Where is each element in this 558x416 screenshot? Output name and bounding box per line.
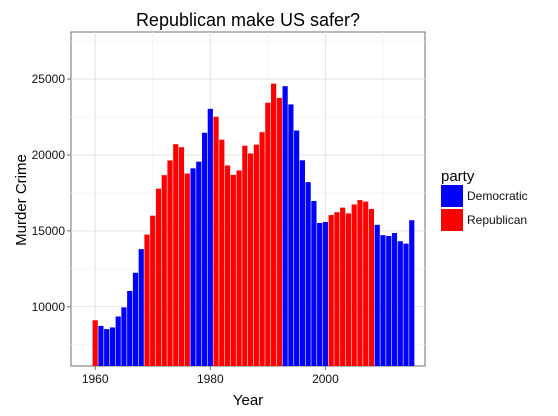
bar-1967 [132,272,139,366]
bar-1988 [253,144,259,366]
bar-2011 [386,236,392,366]
legend-swatch-republican [441,209,463,231]
y-axis-title: Murder Crime [13,154,30,246]
bar-1997 [305,182,311,366]
bar-1976 [184,173,190,366]
legend-label-democratic: Democratic [467,189,528,203]
bar-1971 [155,188,162,366]
bar-2005 [351,204,357,366]
bar-2006 [357,200,363,366]
bar-1986 [242,145,248,366]
bar-1974 [173,144,179,366]
bar-2003 [340,207,346,366]
bar-1990 [265,102,271,366]
bar-1973 [167,160,173,366]
bar-2009 [374,224,380,366]
bar-1995 [294,130,300,366]
bar-1989 [259,132,265,366]
bar-1975 [178,147,185,366]
y-tick-label: 10000 [32,300,66,314]
bar-1969 [144,234,150,366]
chart-title: Republican make US safer? [136,10,360,30]
bar-2004 [345,213,352,366]
x-axis-title: Year [233,392,263,409]
bar-2001 [328,215,334,366]
x-tick-label: 1980 [197,372,224,386]
bar-1960 [92,320,98,366]
x-tick-label: 2000 [312,372,339,386]
bar-1981 [213,116,219,367]
legend-swatch-democratic [441,185,463,207]
legend-label-republican: Republican [467,213,527,227]
bar-1994 [288,104,294,367]
bar-2010 [380,235,386,366]
bar-1961 [98,325,104,366]
bar-1984 [230,174,236,366]
bar-2013 [397,241,403,366]
bar-1977 [190,168,196,366]
bar-2000 [322,221,329,366]
y-axis-ticks: 10000 15000 20000 25000 [32,72,71,314]
bar-1993 [282,86,288,366]
bar-1966 [127,291,133,366]
bar-1964 [115,316,121,366]
bar-1987 [248,153,254,366]
bar-1991 [271,83,277,367]
bar-1985 [236,170,242,366]
bar-1980 [207,108,213,366]
bar-2014 [403,243,409,366]
bar-2007 [363,201,369,366]
x-tick-label: 1960 [82,372,109,386]
legend: party Democratic Republican [441,168,528,231]
bar-1963 [109,327,116,366]
y-tick-label: 20000 [32,148,66,162]
bar-2002 [334,212,340,366]
bar-1998 [311,200,317,366]
y-tick-label: 25000 [32,72,66,86]
bar-1979 [201,132,208,366]
y-tick-label: 15000 [32,224,66,238]
bar-1962 [104,329,110,366]
bar-1996 [299,160,305,366]
legend-title: party [441,168,475,185]
bar-1970 [150,215,156,366]
bar-1983 [224,165,231,366]
plot-panel [70,31,426,367]
bar-2008 [368,209,375,366]
bar-1968 [138,249,144,366]
bar-1999 [317,222,323,366]
bar-1992 [276,97,282,366]
bar-2015 [409,220,415,366]
bar-1965 [121,307,127,366]
bar-1972 [161,175,167,366]
bar-1982 [219,139,225,366]
bar-2012 [391,233,398,366]
bar-series [92,83,415,367]
bar-1978 [196,161,202,366]
x-axis-ticks: 1960 1980 2000 [82,366,339,386]
